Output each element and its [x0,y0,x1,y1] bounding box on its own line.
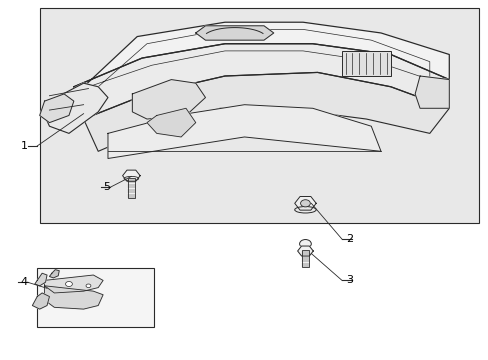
Polygon shape [294,197,316,210]
Bar [302,250,308,267]
Polygon shape [195,26,273,40]
Polygon shape [122,170,140,181]
Circle shape [299,239,311,248]
Polygon shape [132,80,205,119]
Polygon shape [32,293,49,309]
Ellipse shape [124,176,139,181]
Circle shape [65,282,72,287]
Text: 4: 4 [20,277,28,287]
Polygon shape [147,108,195,137]
Bar [128,178,135,198]
Bar [40,8,478,223]
Polygon shape [44,286,103,309]
Polygon shape [74,44,448,119]
Circle shape [300,200,310,207]
Bar [341,51,390,76]
Polygon shape [83,72,448,151]
Polygon shape [297,246,313,256]
Text: 5: 5 [103,182,110,192]
Polygon shape [414,76,448,108]
Text: 1: 1 [20,141,27,151]
Text: 2: 2 [345,234,352,244]
Polygon shape [35,273,47,286]
Polygon shape [44,83,108,134]
Polygon shape [44,275,103,293]
Polygon shape [40,94,74,123]
Text: 3: 3 [345,275,352,285]
Bar [37,268,154,327]
Ellipse shape [294,207,316,213]
Polygon shape [74,22,448,87]
Polygon shape [108,105,380,158]
Circle shape [86,284,91,288]
Polygon shape [49,270,59,278]
